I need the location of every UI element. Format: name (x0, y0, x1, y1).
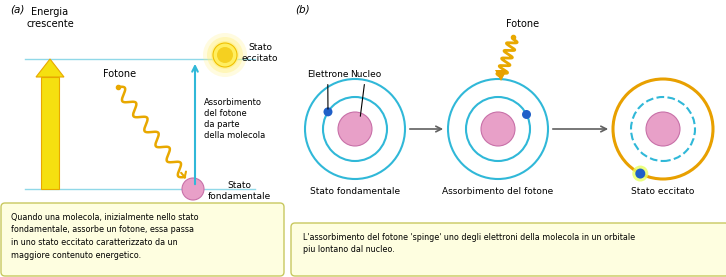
Circle shape (646, 112, 680, 146)
Circle shape (632, 166, 648, 181)
Text: Elettrone: Elettrone (307, 70, 348, 109)
Polygon shape (41, 77, 59, 189)
Polygon shape (495, 70, 507, 81)
Circle shape (211, 41, 239, 69)
Text: Fotone: Fotone (507, 19, 539, 29)
Circle shape (217, 47, 233, 63)
Text: Energia
crescente: Energia crescente (26, 7, 74, 29)
Text: (a): (a) (10, 4, 25, 14)
Text: Fotone: Fotone (103, 69, 136, 79)
Circle shape (324, 107, 333, 116)
Circle shape (182, 178, 204, 200)
Text: L'assorbimento del fotone 'spinge' uno degli elettroni della molecola in un orbi: L'assorbimento del fotone 'spinge' uno d… (303, 233, 635, 255)
Text: Stato fondamentale: Stato fondamentale (310, 187, 400, 196)
Text: Quando una molecola, inizialmente nello stato
fondamentale, assorbe un fotone, e: Quando una molecola, inizialmente nello … (11, 213, 199, 260)
Circle shape (522, 110, 531, 119)
Text: (b): (b) (295, 4, 309, 14)
Circle shape (338, 112, 372, 146)
Text: Assorbimento del fotone: Assorbimento del fotone (442, 187, 554, 196)
Circle shape (481, 112, 515, 146)
Text: Stato
fondamentale: Stato fondamentale (208, 181, 272, 201)
FancyBboxPatch shape (291, 223, 726, 276)
Circle shape (213, 43, 237, 67)
Text: Stato
eccitato: Stato eccitato (242, 43, 279, 63)
Text: Stato eccitato: Stato eccitato (632, 187, 695, 196)
FancyBboxPatch shape (1, 203, 284, 276)
Circle shape (635, 168, 645, 179)
Polygon shape (36, 59, 64, 77)
Text: Nucleo: Nucleo (350, 70, 381, 116)
Circle shape (203, 33, 247, 77)
Circle shape (207, 37, 243, 73)
Text: Assorbimento
del fotone
da parte
della molecola: Assorbimento del fotone da parte della m… (204, 98, 265, 140)
